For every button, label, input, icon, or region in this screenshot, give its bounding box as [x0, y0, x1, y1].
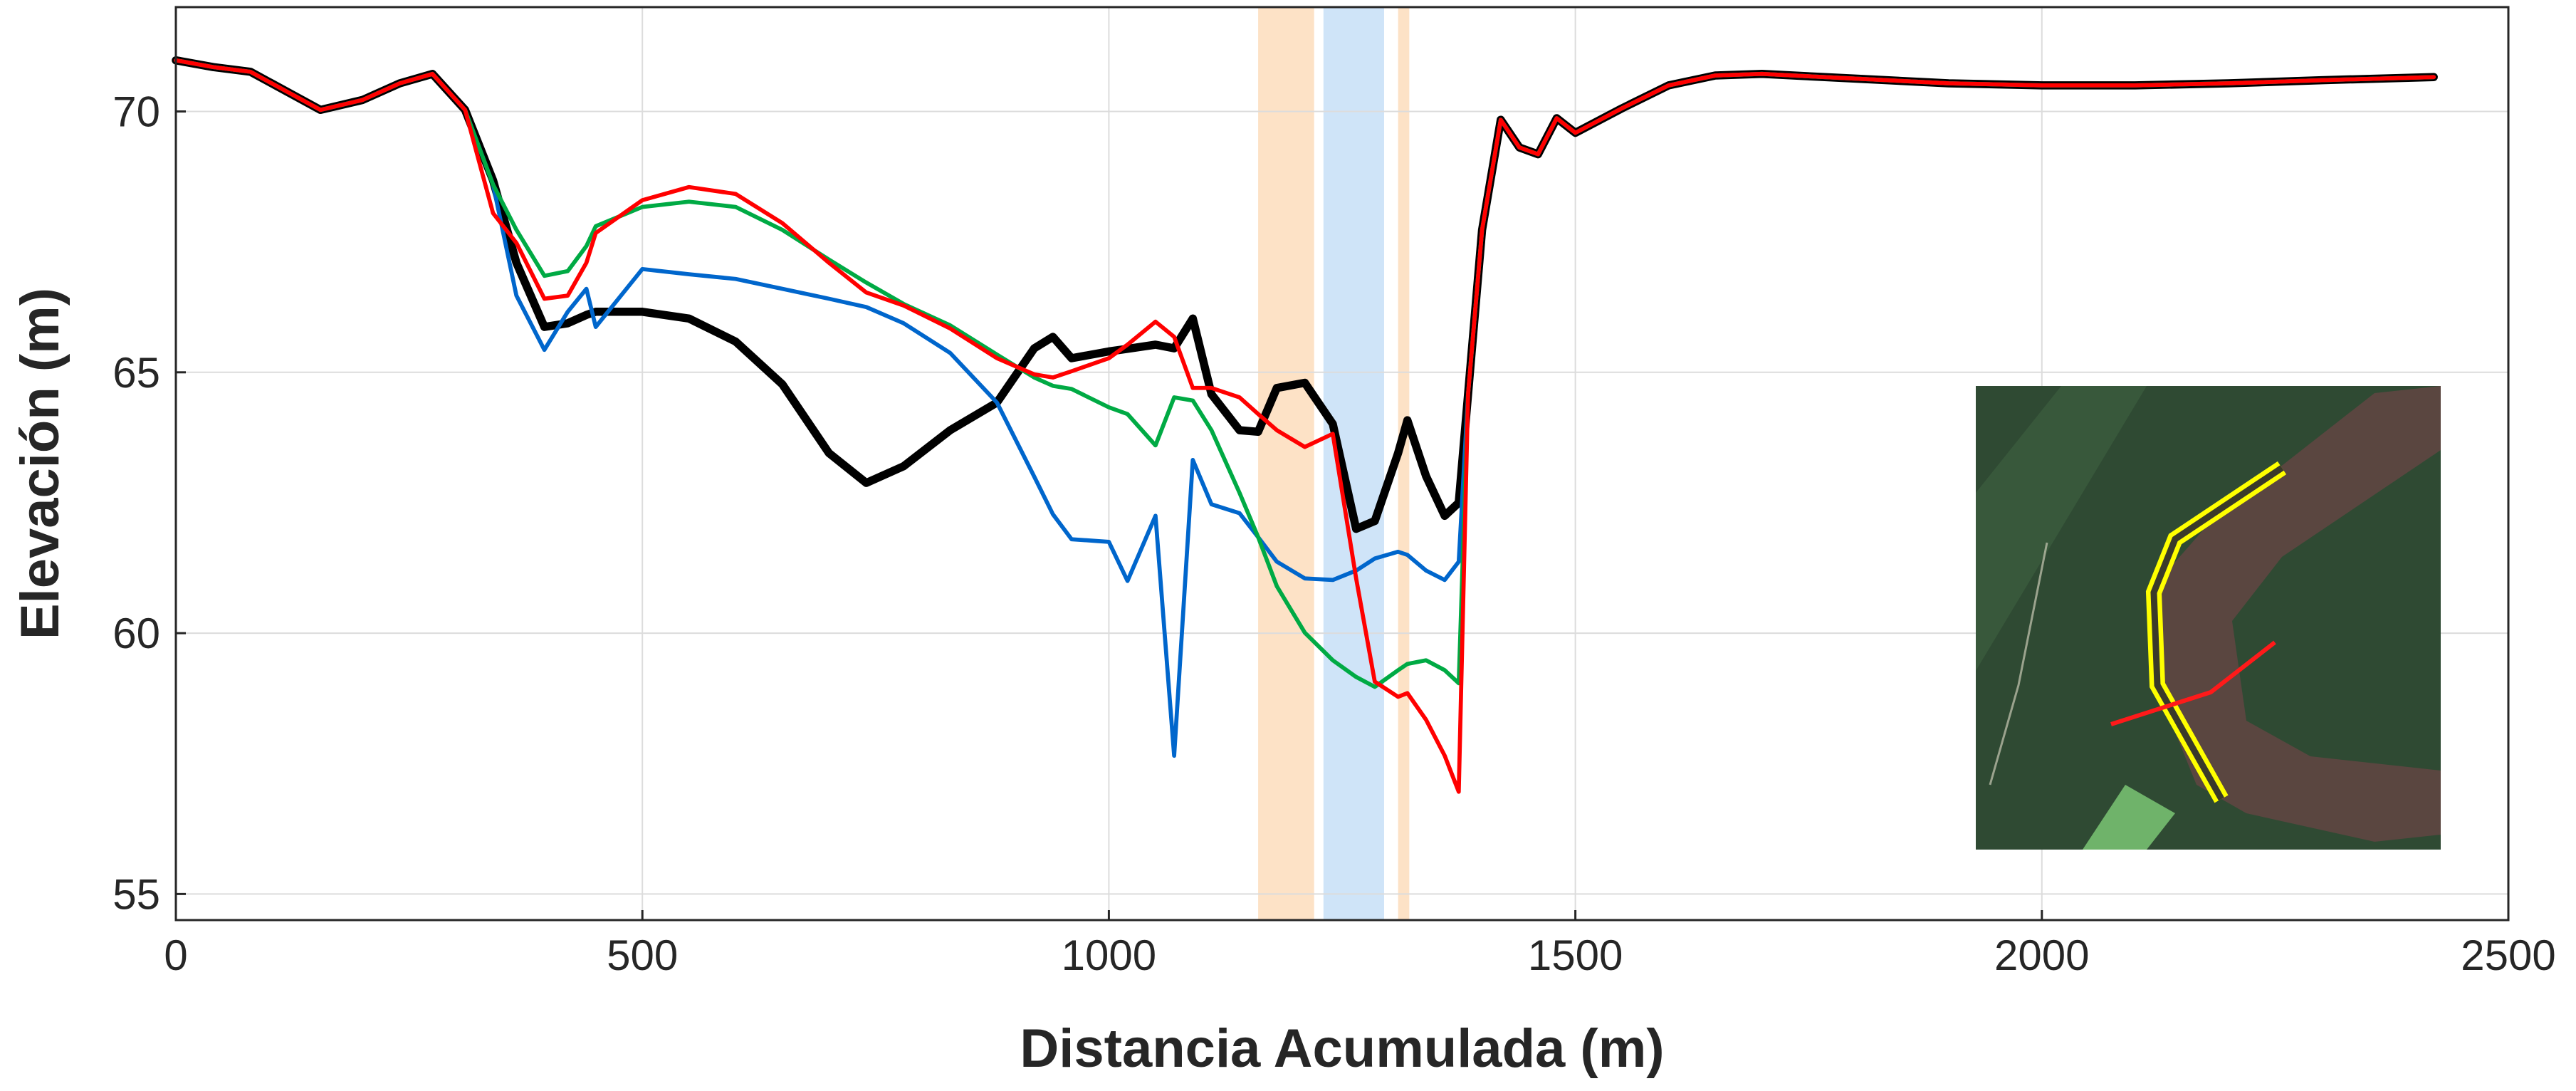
highlight-band: [1258, 7, 1314, 920]
highlight-band: [1398, 7, 1410, 920]
x-tick-label: 0: [164, 931, 187, 979]
y-axis-label: Elevación (m): [10, 288, 70, 640]
map-field: [2083, 785, 2175, 850]
river-outline-inner: [2150, 465, 2284, 801]
x-axis-label: Distancia Acumulada (m): [1020, 1018, 1664, 1079]
x-tick-label: 2000: [1994, 931, 2089, 979]
x-tick-label: 1000: [1062, 931, 1156, 979]
y-tick-label: 70: [112, 88, 160, 136]
x-tick-label: 1500: [1528, 931, 1623, 979]
map-field: [1976, 386, 2147, 671]
y-tick-label: 60: [112, 610, 160, 657]
spans: [1258, 7, 1410, 920]
section-line: [2110, 640, 2276, 726]
y-tick-label: 65: [112, 349, 160, 397]
series-line: [174, 58, 2436, 794]
river: [2150, 386, 2441, 842]
inset-map: [1976, 386, 2441, 850]
y-tick-label: 55: [112, 870, 160, 918]
x-tick-label: 2500: [2461, 931, 2555, 979]
lines: [172, 56, 2438, 794]
road: [1989, 542, 2048, 785]
plot-frame: [174, 6, 2510, 922]
x-tick-label: 500: [607, 931, 678, 979]
highlight-band: [1323, 7, 1384, 920]
